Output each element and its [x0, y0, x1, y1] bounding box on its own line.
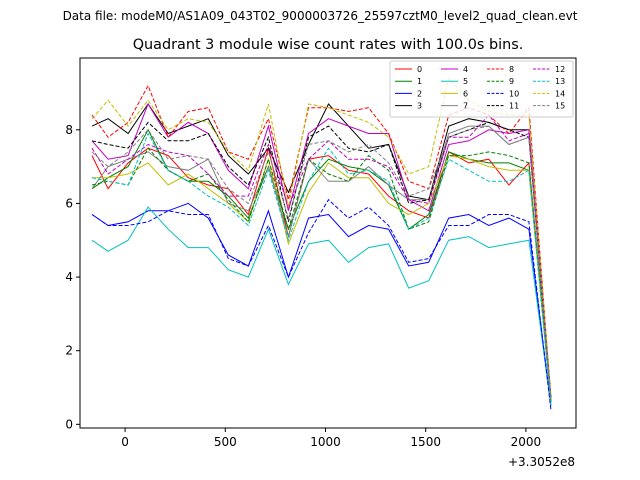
legend-box [389, 60, 574, 118]
legend-label-7: 7 [463, 102, 468, 111]
x-tick-label: 0 [121, 435, 129, 449]
y-axis: 0 2 4 6 8 [65, 123, 80, 431]
legend-label-15: 15 [555, 102, 565, 111]
y-tick-label: 8 [65, 123, 73, 137]
chart-title: Quadrant 3 module wise count rates with … [133, 37, 524, 53]
legend-label-4: 4 [463, 65, 468, 74]
y-tick-label: 6 [65, 196, 73, 210]
x-axis: 0 500 1000 1500 2000 [121, 428, 541, 449]
legend-label-13: 13 [555, 77, 565, 86]
legend-label-12: 12 [555, 65, 565, 74]
legend-label-9: 9 [509, 77, 514, 86]
series-line-10 [91, 198, 552, 410]
x-tick-label: 500 [214, 435, 237, 449]
legend-label-10: 10 [509, 89, 519, 98]
series-line-11 [91, 121, 552, 399]
series-line-13 [91, 132, 552, 403]
legend-label-6: 6 [463, 89, 468, 98]
legend-label-11: 11 [509, 102, 519, 111]
figure-suptitle: Data file: modeM0/AS1A09_043T02_90000037… [63, 9, 578, 23]
legend-label-1: 1 [417, 77, 422, 86]
series-line-5 [91, 206, 552, 406]
legend-label-8: 8 [509, 65, 514, 74]
x-tick-label: 2000 [511, 435, 542, 449]
series-line-9 [91, 147, 552, 403]
series-line-15 [91, 125, 552, 399]
legend-label-2: 2 [417, 89, 422, 98]
y-tick-label: 4 [65, 270, 73, 284]
y-tick-label: 2 [65, 344, 73, 358]
x-tick-label: 1500 [410, 435, 441, 449]
legend-label-14: 14 [555, 89, 565, 98]
legend-label-0: 0 [417, 65, 422, 74]
series-line-0 [91, 146, 552, 403]
x-offset-label: +3.3052e8 [508, 455, 575, 469]
legend-label-5: 5 [463, 77, 468, 86]
y-tick-label: 0 [65, 417, 73, 431]
series-line-12 [91, 114, 552, 399]
series-line-6 [92, 155, 552, 403]
legend-label-3: 3 [417, 102, 422, 111]
series-layer [91, 77, 552, 410]
series-line-4 [91, 102, 552, 399]
x-tick-label: 1000 [310, 435, 341, 449]
